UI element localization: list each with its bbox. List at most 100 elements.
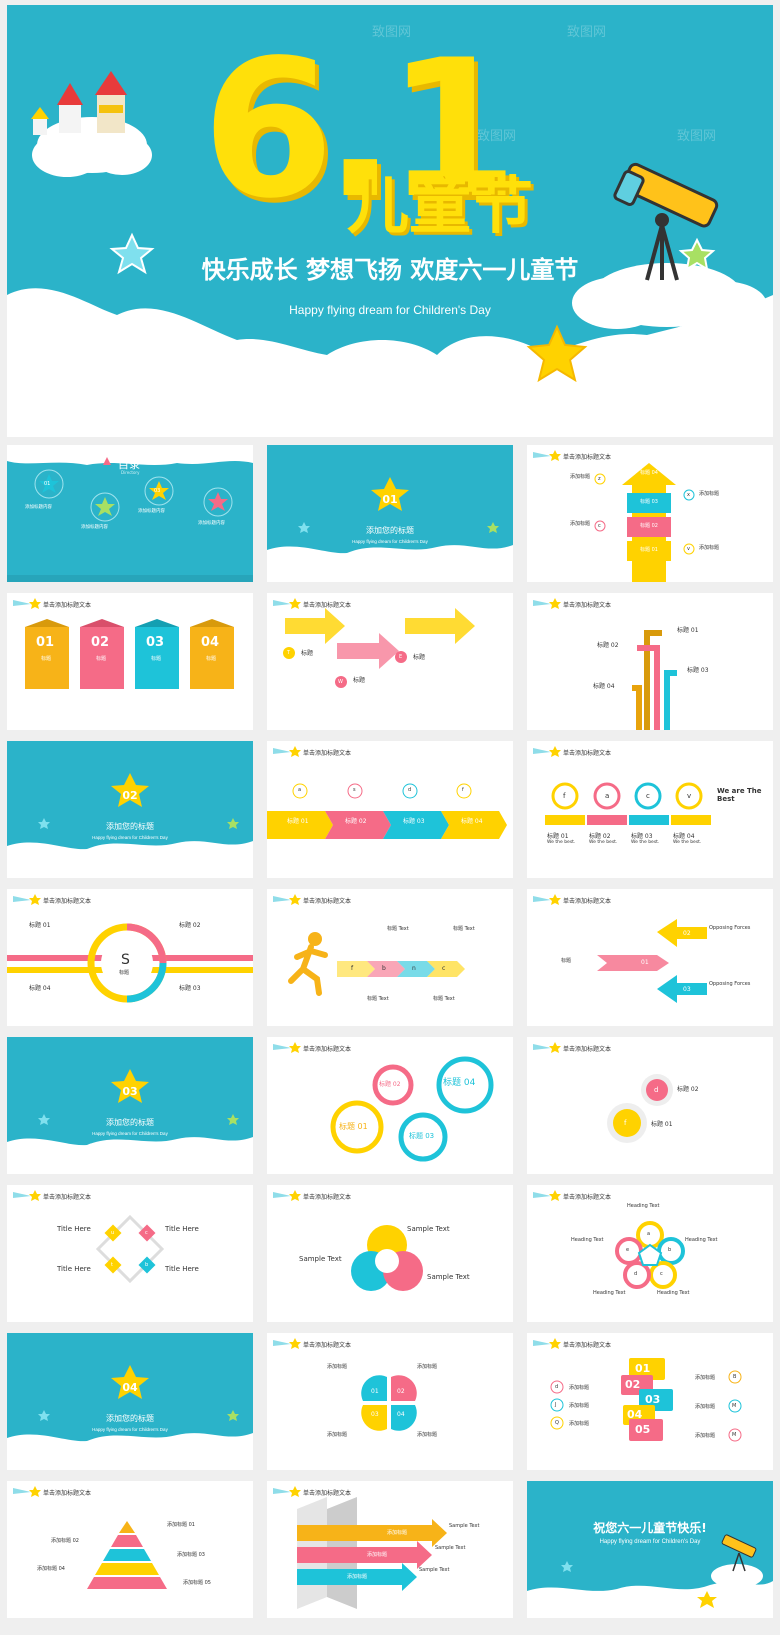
- banner-label: 标题: [206, 656, 217, 662]
- section-number: 03: [122, 1085, 138, 1098]
- toc-title-en: Directory: [121, 470, 140, 475]
- slide-pins-two[interactable]: 单击添加标题文本 d f 标题 02 标题 01: [527, 1037, 773, 1174]
- slide-bubbles[interactable]: 单击添加标题文本 标题 01 标题 02 标题 03 标题 04: [267, 1037, 513, 1174]
- letter-badge: T: [287, 650, 291, 656]
- hero-subtitle-en: Happy flying dream for Children's Day: [289, 303, 491, 317]
- label: 添加标题: [699, 491, 720, 497]
- slide-up-arrow[interactable]: 单击添加标题文本 标题 04 标题 03 标题 02 标题 01 z c x v…: [527, 445, 773, 582]
- slide-final[interactable]: 祝您六一儿童节快乐! Happy flying dream for Childr…: [527, 1481, 773, 1618]
- slide-trefoil[interactable]: 单击添加标题文本 Sample Text Sample Text Sample …: [267, 1185, 513, 1322]
- step-number: 05: [635, 1423, 651, 1436]
- toc-item-label[interactable]: 添加标题内容: [198, 521, 225, 526]
- slide-header: 单击添加标题文本: [43, 602, 92, 609]
- slide-section-04[interactable]: 04 添加您的标题 Happy flying dream for Childre…: [7, 1333, 253, 1470]
- label: 添加标题: [570, 521, 591, 527]
- slide-flower[interactable]: 单击添加标题文本 a b c d e Heading Text Heading …: [527, 1185, 773, 1322]
- label: 标题 01: [29, 922, 51, 929]
- step-tag: 标题 01: [640, 547, 658, 553]
- slide-chevron-steps[interactable]: 单击添加标题文本 a s d f 标题 01 标题 02 标题 03 标题 04: [267, 741, 513, 878]
- center-letter: S: [121, 952, 130, 968]
- banner-label: 标题: [151, 656, 162, 662]
- label: Sample Text: [299, 1255, 342, 1263]
- letter-badge: f: [563, 792, 566, 800]
- letter-badge: c: [646, 792, 650, 800]
- watermark: 致图网: [372, 25, 412, 40]
- slide-section-03[interactable]: 03 添加您的标题 Happy flying dream for Childre…: [7, 1037, 253, 1174]
- label: 添加标题: [569, 1385, 590, 1391]
- slide-diamonds[interactable]: 单击添加标题文本 u c t b Title Here Title Here T…: [7, 1185, 253, 1322]
- label: 添加标题: [695, 1404, 716, 1410]
- slide-clover[interactable]: 单击添加标题文本 01 02 03 04 添加标题 添加标题 添加标题 添加标题: [267, 1333, 513, 1470]
- step-tag: 标题 04: [640, 470, 658, 476]
- letter-badge: B: [733, 1374, 737, 1380]
- toc-item-label[interactable]: 添加标题内容: [138, 509, 165, 514]
- sub-label: We the best.: [589, 840, 618, 845]
- toc-item-label[interactable]: 添加标题内容: [81, 525, 108, 530]
- label: Sample Text: [407, 1225, 450, 1233]
- slide-bent-arrows[interactable]: 单击添加标题文本 标题 01 标题 02 标题 03 标题 04: [527, 593, 773, 730]
- label: 添加标题: [327, 1432, 348, 1438]
- slide-ring[interactable]: 单击添加标题文本 S 标题 标题 01 标题 02 标题 03 标题 04: [7, 889, 253, 1026]
- slide-pins[interactable]: 单击添加标题文本 f a c v We are The Best 标题 01 标…: [527, 741, 773, 878]
- letter-badge: b: [668, 1247, 672, 1253]
- slide-header: 单击添加标题文本: [43, 1490, 92, 1497]
- slide-opposing[interactable]: 单击添加标题文本 02 01 03 Opposing Forces Opposi…: [527, 889, 773, 1026]
- letter-badge: d: [634, 1271, 638, 1277]
- hero-subtitle: 快乐成长 梦想飞扬 欢度六一儿童节: [201, 256, 579, 284]
- label: 标题 Text: [387, 926, 409, 932]
- section-number: 02: [122, 789, 138, 802]
- center-label: 标题: [119, 970, 130, 976]
- step-number: 04: [397, 1411, 405, 1418]
- banner-number: 01: [36, 635, 55, 650]
- slide-header: 单击添加标题文本: [303, 1194, 352, 1201]
- label: 添加标题: [417, 1432, 438, 1438]
- telescope-icon: [572, 162, 767, 329]
- letter-badge: W: [338, 679, 343, 685]
- label: 标题 03: [409, 1132, 435, 1140]
- label: Heading Text: [685, 1237, 718, 1243]
- label: 添加标题: [695, 1433, 716, 1439]
- label: Sample Text: [449, 1523, 480, 1529]
- slide-section-01[interactable]: 01 添加您的标题 Happy flying dream for Childre…: [267, 445, 513, 582]
- banner-number: 02: [91, 635, 110, 650]
- slide-banners[interactable]: 单击添加标题文本 01 02 03 04 标题 标题 标题 标题: [7, 593, 253, 730]
- section-number: 01: [382, 493, 398, 506]
- bar-label: 添加标题: [387, 1530, 408, 1536]
- slide-toc[interactable]: 目录 Directory 01 03 添加标题内容 添加标题内容 添加标题内容 …: [7, 445, 253, 582]
- letter-badge: J: [555, 1402, 557, 1408]
- sub-label: We the best.: [631, 840, 660, 845]
- slide-runner[interactable]: 单击添加标题文本 f b n c 标题 Text 标题 Text 标题 Text…: [267, 889, 513, 1026]
- step-number: 02: [625, 1378, 641, 1391]
- bar-label: 添加标题: [367, 1552, 388, 1558]
- label: 标题 02: [179, 922, 201, 929]
- step-number: 01: [371, 1388, 379, 1395]
- step-number: 01: [641, 959, 649, 966]
- slide-hex-arrows[interactable]: 单击添加标题文本 添加标题 添加标题 添加标题 Sample Text Samp…: [267, 1481, 513, 1618]
- slide-header: 单击添加标题文本: [563, 602, 612, 609]
- slide-header: 单击添加标题文本: [43, 898, 92, 905]
- label: 标题: [561, 958, 572, 964]
- final-title: 祝您六一儿童节快乐!: [593, 1521, 707, 1535]
- star-icon: [526, 324, 588, 383]
- banner-label: 标题: [96, 656, 107, 662]
- slide-pyramid[interactable]: 单击添加标题文本 添加标题 01 添加标题 02 添加标题 03 添加标题 04…: [7, 1481, 253, 1618]
- step-number: 03: [645, 1393, 661, 1406]
- section-title: 添加您的标题: [106, 1118, 154, 1127]
- slide-header: 单击添加标题文本: [563, 1046, 612, 1053]
- toc-item-label[interactable]: 添加标题内容: [25, 505, 52, 510]
- label: Heading Text: [627, 1203, 660, 1209]
- slide-header: 单击添加标题文本: [43, 1194, 92, 1201]
- label: 标题 04: [461, 818, 483, 825]
- letter-badge: b: [382, 965, 386, 972]
- slide-stacked[interactable]: 单击添加标题文本 01 02 03 04 05 d J Q B M M 添加标题…: [527, 1333, 773, 1470]
- label: 添加标题 01: [167, 1522, 195, 1528]
- slide-section-02[interactable]: 02 添加您的标题 Happy flying dream for Childre…: [7, 741, 253, 878]
- section-subtitle-en: Happy flying dream for Children's Day: [92, 1427, 168, 1432]
- section-subtitle-en: Happy flying dream for Children's Day: [352, 539, 428, 544]
- sub-label: We the best.: [673, 840, 702, 845]
- label: 添加标题 02: [51, 1538, 79, 1544]
- toc-num: 03: [154, 488, 161, 494]
- slide-zigzag-arrows[interactable]: 单击添加标题文本 T W E 标题 标题 标题: [267, 593, 513, 730]
- star-icon: [109, 232, 155, 275]
- slide-header: 单击添加标题文本: [303, 1490, 352, 1497]
